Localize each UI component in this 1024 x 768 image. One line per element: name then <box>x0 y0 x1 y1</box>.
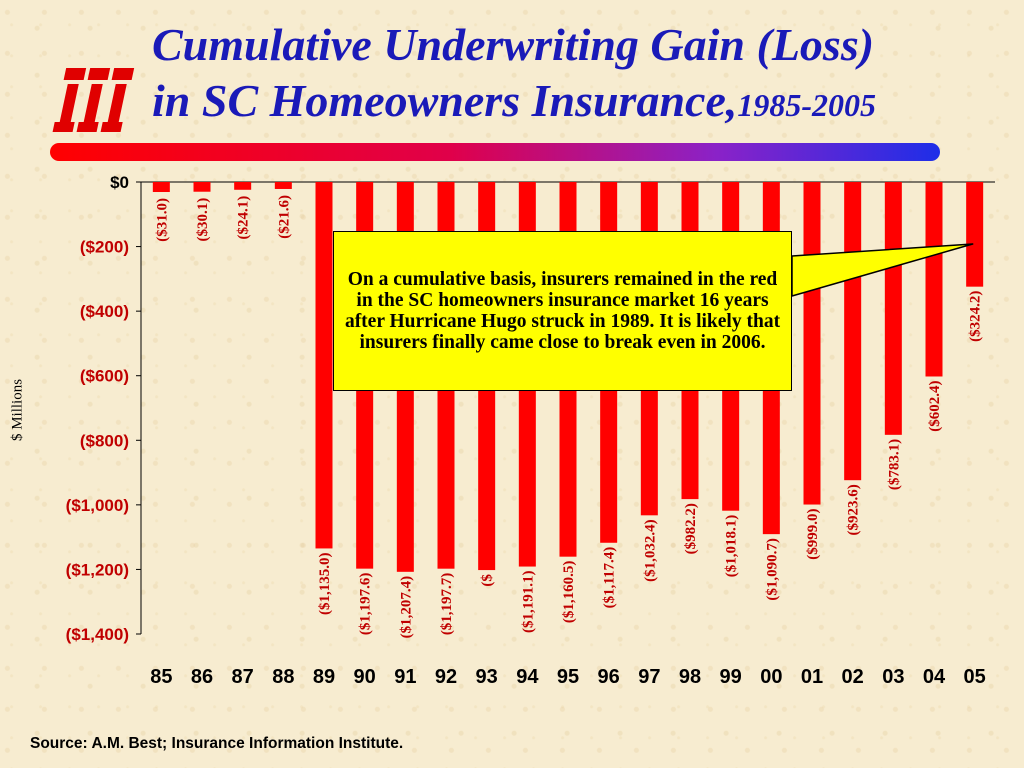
x-tick-label: 87 <box>232 666 254 688</box>
bar-value-label: ($1,197.6) <box>358 573 374 636</box>
x-tick-label: 94 <box>516 666 539 688</box>
x-tick-label: 86 <box>191 666 213 688</box>
bar-value-label: ($1,135.0) <box>317 552 333 615</box>
bar-value-label: ($783.1) <box>886 439 902 490</box>
x-tick-label: 04 <box>923 666 946 688</box>
callout-text: On a cumulative basis, insurers remained… <box>344 269 781 353</box>
chart-title-years: 1985-2005 <box>737 87 877 123</box>
x-tick-label: 93 <box>476 666 498 688</box>
bar-value-label: ($999.0) <box>805 509 821 560</box>
bar-05 <box>966 182 984 287</box>
x-tick-label: 91 <box>394 666 416 688</box>
y-tick-label: ($1,400) <box>66 625 129 644</box>
x-tick-label: 05 <box>964 666 986 688</box>
x-tick-label: 99 <box>720 666 742 688</box>
x-tick-label: 03 <box>882 666 904 688</box>
x-tick-label: 89 <box>313 666 335 688</box>
bar-86 <box>193 182 211 192</box>
x-tick-label: 88 <box>272 666 294 688</box>
y-tick-label: ($800) <box>80 431 129 450</box>
bar-87 <box>234 182 252 190</box>
y-tick-label: ($600) <box>80 367 129 386</box>
bar-value-label: ($1,090.7) <box>764 538 780 601</box>
bar-value-label: ($31.0) <box>154 198 170 242</box>
bar-value-label: ($21.6) <box>276 195 292 239</box>
iii-logo <box>52 68 135 132</box>
y-tick-label: ($200) <box>80 238 129 257</box>
bar-value-label: ($1,191.1) <box>520 571 536 634</box>
y-tick-label: ($400) <box>80 302 129 321</box>
x-tick-label: 97 <box>638 666 660 688</box>
chart-title-main: in SC Homeowners Insurance, <box>152 75 738 126</box>
chart-title-line2: in SC Homeowners Insurance,1985-2005 <box>152 74 876 127</box>
bar-value-label: ($24.1) <box>236 196 252 240</box>
title-divider-bar <box>50 143 940 161</box>
bar-04 <box>925 182 943 377</box>
callout-box: On a cumulative basis, insurers remained… <box>333 231 792 391</box>
bar-value-label: ($602.4) <box>927 380 943 431</box>
bar-value-label: ($ <box>480 574 496 587</box>
bar-value-label: ($324.2) <box>968 291 984 342</box>
bar-value-label: ($1,160.5) <box>561 561 577 624</box>
x-tick-label: 95 <box>557 666 579 688</box>
callout-pointer <box>791 243 974 297</box>
bar-value-label: ($30.1) <box>195 198 211 242</box>
bar-value-label: ($1,197.7) <box>439 573 455 636</box>
bar-value-label: ($1,018.1) <box>724 515 740 578</box>
x-tick-label: 02 <box>842 666 864 688</box>
bar-01 <box>803 182 821 505</box>
y-tick-label: $0 <box>110 173 129 192</box>
bar-89 <box>315 182 333 549</box>
bar-03 <box>884 182 902 435</box>
x-tick-label: 00 <box>760 666 782 688</box>
x-tick-label: 98 <box>679 666 701 688</box>
x-tick-label: 96 <box>598 666 620 688</box>
y-tick-label: ($1,000) <box>66 496 129 515</box>
bar-85 <box>152 182 170 193</box>
x-tick-label: 01 <box>801 666 823 688</box>
bar-value-label: ($982.2) <box>683 503 699 554</box>
bar-02 <box>844 182 862 481</box>
y-tick-label: ($1,200) <box>66 560 129 579</box>
source-note: Source: A.M. Best; Insurance Information… <box>30 735 404 752</box>
x-tick-label: 92 <box>435 666 457 688</box>
bar-value-label: ($923.6) <box>846 484 862 535</box>
bar-value-label: ($1,207.4) <box>398 576 414 639</box>
bar-value-label: ($1,117.4) <box>602 547 618 609</box>
bar-88 <box>274 182 292 189</box>
x-tick-label: 85 <box>150 666 172 688</box>
x-tick-label: 90 <box>354 666 376 688</box>
bar-value-label: ($1,032.4) <box>642 519 658 582</box>
chart-title: Cumulative Underwriting Gain (Loss) <box>152 19 875 70</box>
